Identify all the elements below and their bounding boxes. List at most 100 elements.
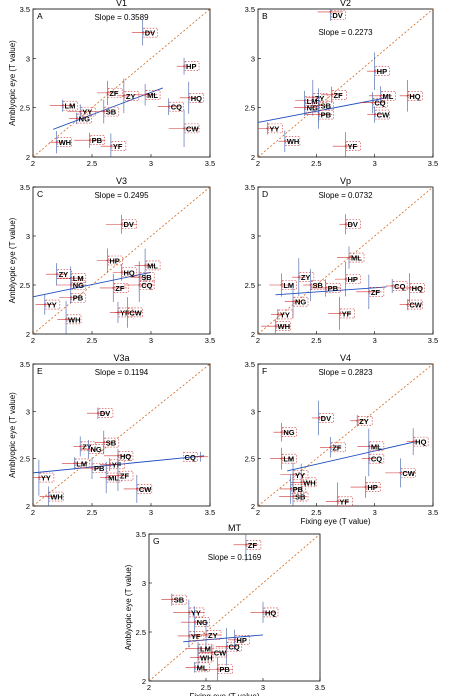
point-label: NG [307,104,318,113]
point-label: CQ [394,282,405,291]
point-label-box [268,123,283,134]
data-point: NG [284,285,309,319]
x-tick-label: 2 [256,159,260,168]
point-marker [311,96,314,99]
point-label: NG [283,428,294,437]
point-marker [105,476,108,479]
x-tick-label: 3.5 [205,336,215,345]
data-point: LM [269,273,297,297]
data-point: HQ [179,81,205,114]
y-tick-label: 2.5 [245,455,255,464]
data-point: CQ [183,451,209,462]
point-marker [138,284,141,286]
point-label: SB [321,102,332,111]
data-point: CW [198,645,227,660]
point-label: ZF [334,91,344,100]
point-marker [193,666,196,669]
point-marker [274,325,277,328]
point-label: ML [383,92,394,101]
point-label: YF [191,632,201,641]
data-point: ML [337,246,365,269]
point-label-box [145,90,161,100]
data-point: WH [57,300,82,334]
point-label: LM [283,455,294,464]
point-label-box [410,283,425,293]
point-label-box [106,472,122,483]
point-label: SB [174,596,185,605]
slope-label: Slope = 0.1169 [208,553,262,562]
point-label-box [57,137,72,147]
x-tick-label: 2 [256,508,260,517]
point-label-box [278,309,294,320]
point-label: PB [94,464,105,473]
point-marker [188,635,190,637]
point-label: DV [124,220,134,229]
y-tick-label: 3 [26,407,30,416]
x-tick-label: 3.5 [205,159,215,168]
point-marker [135,488,138,490]
point-label-box [331,10,346,20]
data-point: CQ [360,92,388,114]
data-point: DV [317,9,346,21]
regression-line [287,441,416,472]
point-label-box [313,93,329,103]
point-label: ZY [359,417,369,426]
point-marker [344,223,347,226]
y-tick-label: 3.5 [20,183,30,192]
data-point: WH [261,319,291,334]
point-label-box [122,267,137,278]
point-marker [88,139,91,142]
point-marker [117,474,119,477]
point-label: ML [147,91,158,100]
point-marker [65,318,67,321]
point-label: NG [79,115,90,124]
data-point: HQ [112,263,137,281]
point-marker [371,101,374,104]
identity-line [32,8,211,158]
x-tick-label: 3.5 [315,683,325,692]
point-label: PB [73,294,84,303]
data-point: ML [185,661,210,673]
point-marker [187,96,190,99]
point-label: ML [351,254,362,263]
point-label: CW [139,485,152,494]
slope-label: Slope = 0.2495 [94,191,149,200]
point-label: HP [348,275,358,284]
panel-title: Vp [340,176,351,186]
point-label: WH [50,493,63,502]
y-tick-label: 3.5 [245,5,255,14]
point-label: CW [377,111,390,120]
point-marker [262,611,264,614]
regression-line [275,286,387,296]
x-tick-label: 3 [261,683,265,692]
point-label-box [137,484,153,494]
data-point: YY [35,294,61,315]
point-label: NG [295,298,306,307]
point-label: ZF [332,443,342,452]
point-marker [356,419,359,422]
point-label-box [246,539,262,550]
data-point: YF [328,296,355,331]
point-marker [276,313,279,316]
point-label: LM [65,102,76,111]
point-label: YF [339,497,349,506]
point-label: HP [186,62,196,71]
point-label: CQ [141,281,152,290]
point-label: YF [120,308,130,317]
point-label-box [139,272,155,282]
point-label-box [39,472,55,483]
point-label-box [340,308,355,319]
point-marker [373,113,376,116]
point-marker [91,467,93,470]
data-point: NG [56,266,87,304]
panel-v4: V4 2 2.5 3 3.5 2 2.5 3 3.5 Fixing eye (T value) F S… [245,353,439,526]
point-label-box [66,314,82,325]
point-label-box [143,27,159,38]
point-label: LM [73,274,84,283]
point-label-box [293,491,309,502]
point-label: ZY [59,270,69,279]
x-axis-label: Fixing eye (T value) [189,692,259,696]
point-label: HP [109,257,119,266]
point-label-box [413,436,429,447]
